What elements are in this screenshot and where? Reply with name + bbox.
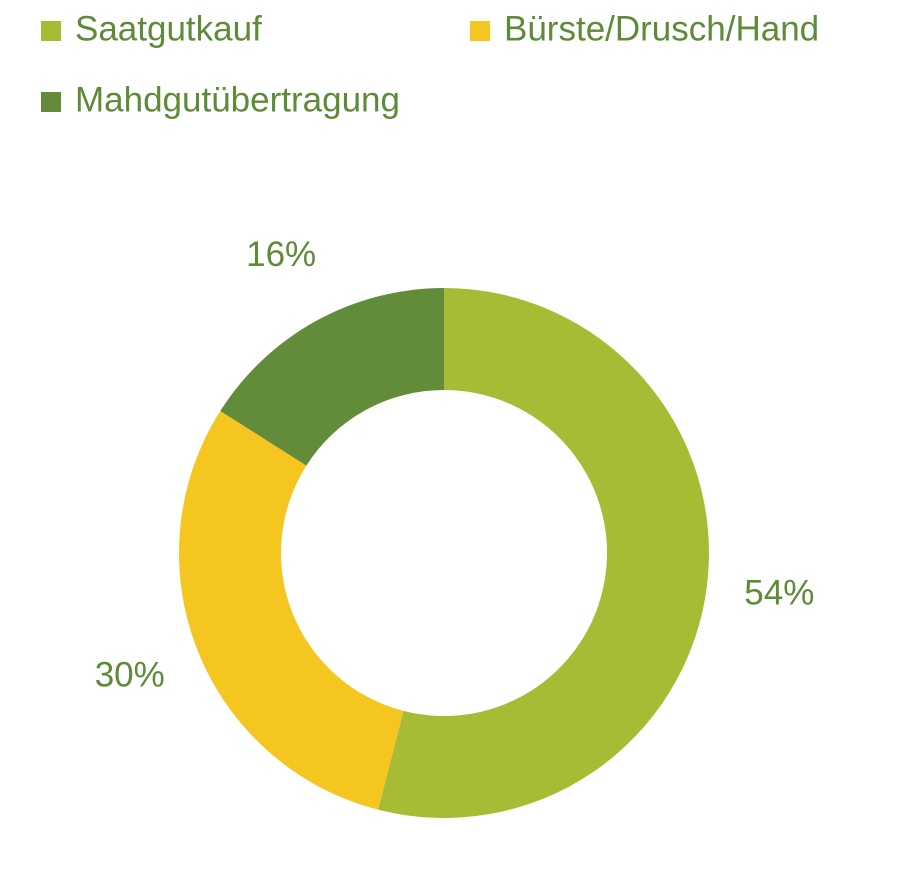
donut-slice <box>179 411 404 810</box>
data-label: 30% <box>95 656 165 695</box>
donut-slice <box>220 288 444 466</box>
legend-label: Saatgutkauf <box>75 9 262 48</box>
legend-swatch <box>41 21 61 41</box>
data-label: 54% <box>744 574 814 613</box>
legend-swatch <box>470 21 490 41</box>
legend-label: Bürste/Drusch/Hand <box>504 9 819 48</box>
donut-slice <box>378 288 709 818</box>
data-label: 16% <box>246 235 316 274</box>
legend-label: Mahdgutübertragung <box>75 80 400 119</box>
legend-swatch <box>41 92 61 112</box>
